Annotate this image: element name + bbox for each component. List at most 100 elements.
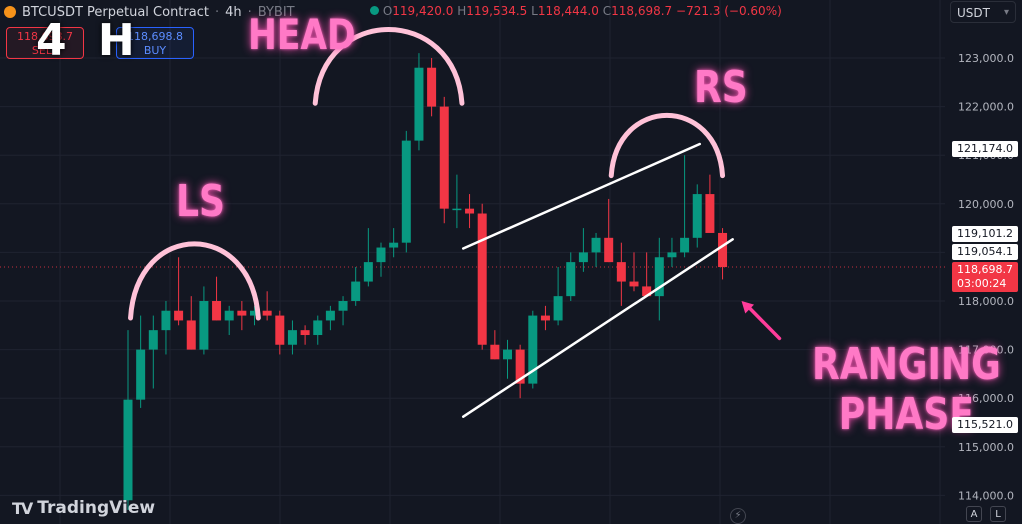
buy-label: BUY [143, 44, 167, 57]
price-label-level-2: 119,101.2 [952, 226, 1018, 242]
y-tick-label: 117,000.0 [958, 344, 1014, 357]
pattern-arcs [128, 27, 726, 321]
y-tick-label: 120,000.0 [958, 198, 1014, 211]
current-price-value: 118,698.7 [957, 263, 1013, 276]
market-status-icon [370, 6, 379, 15]
candle-body [161, 310, 171, 331]
open-label: O [382, 4, 393, 18]
sell-price: 118,698.7 [17, 30, 73, 43]
y-tick-label: 122,000.0 [958, 101, 1014, 114]
tradingview-logo: TV TradingView [12, 498, 155, 518]
change-value: −721.3 (−0.60%) [676, 4, 782, 18]
candle-body [148, 330, 158, 350]
candle-body [642, 286, 652, 297]
candle-body [566, 262, 576, 297]
candle-body [199, 301, 209, 350]
close-value: 118,698.7 [611, 4, 673, 18]
annotation-ls: LS [176, 176, 225, 227]
candle-body [212, 301, 222, 321]
candle-body [427, 67, 437, 107]
candle-body [604, 237, 614, 263]
candles [123, 53, 728, 510]
exchange-label: BYBIT [257, 4, 295, 20]
candle-body [439, 106, 449, 209]
high-label: H [457, 4, 467, 18]
candle-body [680, 237, 690, 253]
candle-body [313, 320, 323, 336]
low-label: L [531, 4, 538, 18]
symbol-name[interactable]: BTCUSDT Perpetual Contract [22, 4, 209, 20]
y-tick-label: 123,000.0 [958, 52, 1014, 65]
brand-name: TradingView [37, 498, 156, 518]
sell-label: SELL [31, 44, 59, 57]
log-scale-button[interactable]: L [990, 506, 1006, 522]
candle-body [465, 208, 475, 214]
pattern-arc [312, 27, 465, 106]
candle-body [363, 262, 373, 282]
candle-body [616, 262, 626, 282]
auto-scale-button[interactable]: A [966, 506, 982, 522]
annotation-rs: RS [694, 62, 748, 113]
separator-dot: · [247, 4, 252, 20]
candle-body [452, 208, 462, 211]
y-tick-label: 116,000.0 [958, 392, 1014, 405]
candle-body [705, 194, 715, 233]
candle-body [338, 301, 348, 311]
candle-body [123, 399, 133, 501]
candle-body [553, 296, 563, 321]
price-axis[interactable]: 114,000.0 115,000.0 116,000.0 117,000.0 118,… [958, 52, 1014, 502]
buy-price: 118,698.8 [127, 30, 183, 43]
separator-dot: · [214, 4, 220, 20]
candle-body [224, 310, 234, 321]
symbol-header[interactable]: BTCUSDT Perpetual Contract · 4h · BYBIT [4, 2, 295, 22]
sell-button[interactable]: 118,698.7 SELL [6, 27, 84, 59]
candle-body [351, 281, 361, 301]
candle-body [376, 247, 386, 263]
currency-selector[interactable]: USDT ▾ [950, 1, 1016, 23]
high-value: 119,534.5 [466, 4, 528, 18]
candle-body [325, 310, 335, 321]
close-label: C [602, 4, 612, 18]
tradingview-logo-icon: TV [12, 498, 33, 518]
current-price-label: 118,698.7 03:00:24 [952, 262, 1018, 292]
interval-label[interactable]: 4h [225, 4, 242, 20]
candle-body [401, 140, 411, 243]
candle-body [540, 315, 550, 321]
candle-body [578, 252, 588, 263]
candle-body [667, 252, 677, 258]
annotation-phase: PHASE [838, 389, 974, 440]
candle-body [654, 257, 664, 297]
pattern-arc [608, 113, 726, 179]
candle-body [591, 237, 601, 253]
trendline [461, 238, 734, 418]
price-label-level-4: 115,521.0 [952, 417, 1018, 433]
price-label-level-1: 121,174.0 [952, 141, 1018, 157]
chevron-down-icon: ▾ [1003, 7, 1009, 18]
candle-body [490, 344, 500, 360]
currency-label: USDT [957, 6, 990, 20]
candle-body [287, 330, 297, 345]
candle-body [503, 349, 512, 360]
candle-body [186, 320, 196, 350]
candle-body [262, 310, 272, 316]
timeframe-overlay: 4 H [36, 15, 143, 66]
candle-body [414, 67, 424, 141]
candle-body [528, 315, 538, 384]
y-tick-label: 114,000.0 [958, 489, 1014, 502]
annotation-head: HEAD [248, 10, 356, 59]
candle-body [515, 349, 525, 384]
buy-button[interactable]: 118,698.8 BUY [116, 27, 194, 59]
candle-body [718, 232, 728, 268]
annotation-arrow [741, 301, 782, 341]
candle-body [250, 310, 259, 316]
candle-body [692, 194, 702, 238]
candle-countdown: 03:00:24 [957, 277, 1007, 290]
lightning-icon[interactable]: ⚡ [730, 508, 746, 524]
price-label-level-3: 119,054.1 [952, 244, 1018, 260]
open-value: 119,420.0 [392, 4, 454, 18]
annotation-ranging: RANGING [812, 339, 1001, 390]
grid-lines [0, 0, 945, 524]
arrow-shaft [745, 304, 782, 341]
y-tick-label: 115,000.0 [958, 441, 1014, 454]
